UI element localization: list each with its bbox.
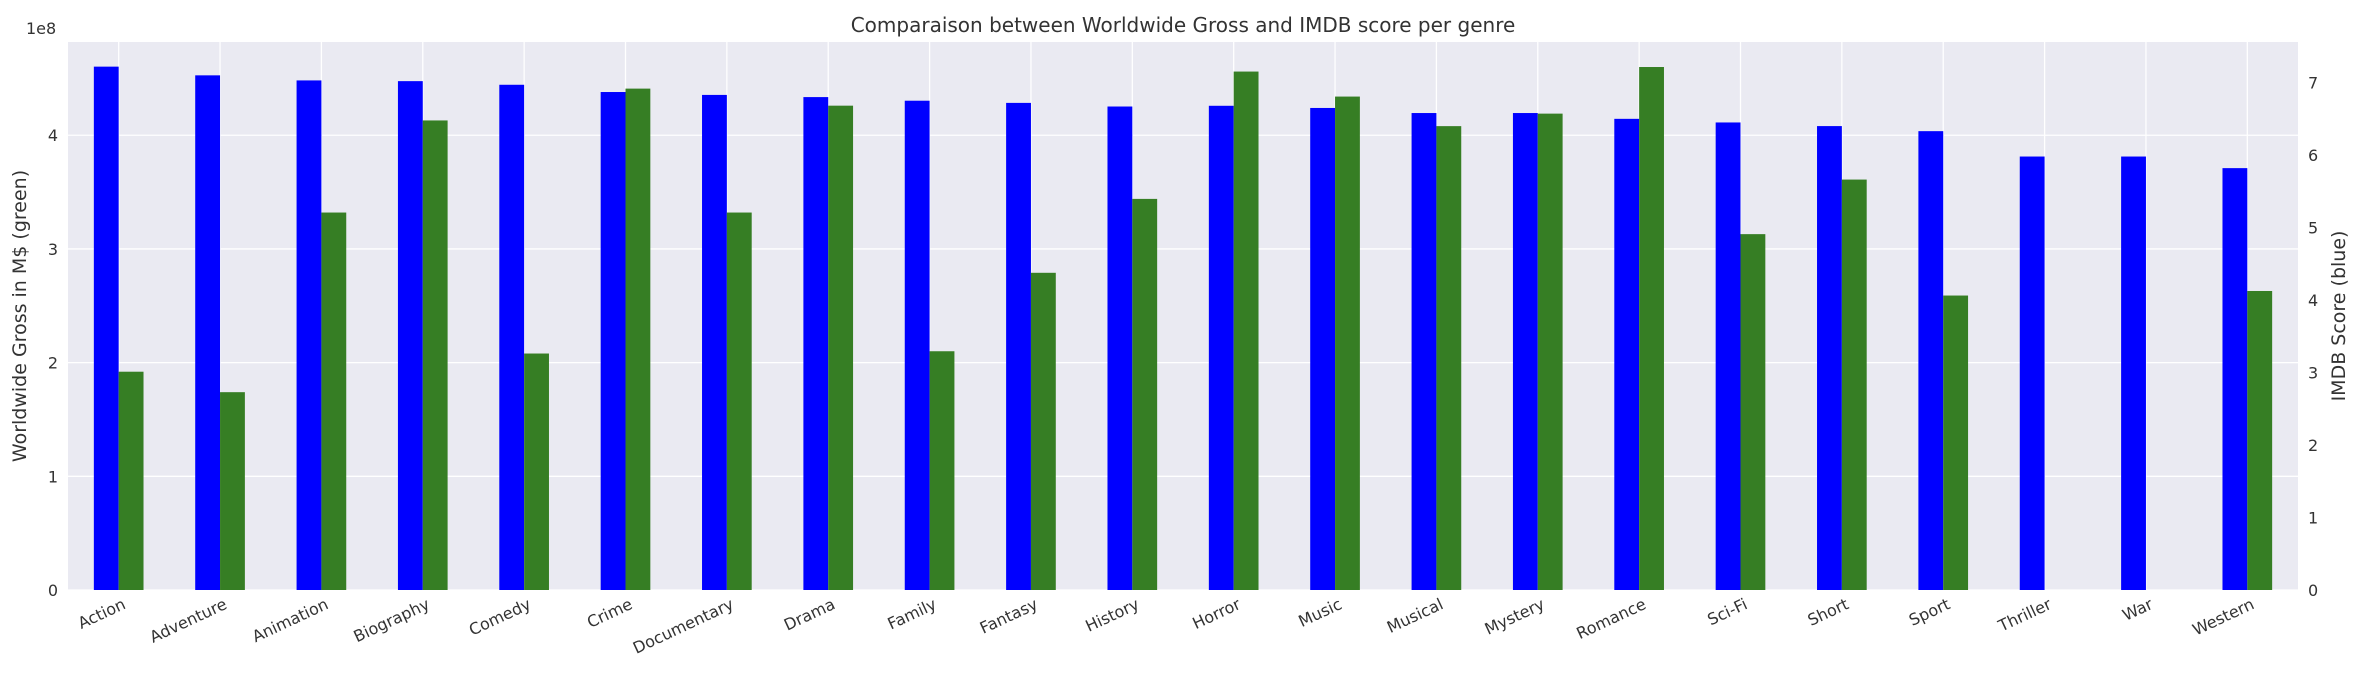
- x-tick-label: Animation: [249, 594, 331, 646]
- imdb-score-bar: [1817, 126, 1842, 590]
- gross-bar: [321, 212, 347, 590]
- x-tick-label: Music: [1295, 594, 1344, 630]
- left-axis-offset-label: 1e8: [26, 19, 56, 38]
- gross-bar: [828, 105, 854, 590]
- x-tick-label: Crime: [584, 594, 635, 631]
- imdb-score-bar: [2019, 156, 2045, 590]
- left-y-tick-labels: 0 1 2 3 4: [48, 126, 58, 600]
- left-y-tick-label: 0: [48, 581, 58, 600]
- gross-bar: [1639, 67, 1664, 590]
- imdb-score-bar: [2121, 156, 2146, 590]
- right-y-tick-labels: 0 1 2 3 4 5 6 7: [2308, 74, 2318, 600]
- x-tick-label: Romance: [1573, 594, 1648, 643]
- right-y-tick-label: 4: [2308, 291, 2318, 310]
- gross-bar: [1841, 179, 1867, 590]
- x-tick-label: Biography: [351, 594, 433, 646]
- imdb-score-bar: [1512, 113, 1538, 590]
- imdb-score-bar: [600, 92, 626, 591]
- x-tick-label: Short: [1805, 594, 1852, 629]
- gross-bar: [1030, 272, 1056, 590]
- left-axis-label: Worldwide Gross in M$ (green): [9, 170, 31, 462]
- imdb-score-bar: [1310, 107, 1336, 591]
- gross-bar: [726, 212, 752, 590]
- imdb-score-bar: [296, 80, 322, 590]
- x-tick-label: Western: [2190, 594, 2258, 639]
- imdb-score-bar: [1411, 113, 1437, 590]
- right-y-tick-label: 7: [2308, 74, 2318, 93]
- imdb-score-bar: [803, 97, 829, 590]
- gross-bar: [2247, 290, 2273, 590]
- left-y-tick-label: 3: [48, 240, 58, 259]
- x-tick-label: Musical: [1384, 594, 1446, 636]
- imdb-score-bar: [1614, 118, 1640, 591]
- x-tick-label: Fantasy: [977, 594, 1041, 637]
- imdb-score-bar: [397, 81, 423, 591]
- left-y-tick-label: 4: [48, 126, 58, 145]
- x-tick-label: History: [1082, 594, 1142, 635]
- imdb-score-bar: [1006, 102, 1031, 590]
- x-tick-label: Thriller: [1994, 594, 2054, 636]
- right-y-tick-label: 3: [2308, 364, 2318, 383]
- right-y-tick-label: 0: [2308, 581, 2318, 600]
- left-y-tick-label: 2: [48, 354, 58, 373]
- gross-bar: [220, 392, 245, 590]
- right-y-tick-label: 5: [2308, 219, 2318, 238]
- gross-bar: [1943, 295, 1969, 590]
- gross-bar: [524, 353, 549, 590]
- x-tick-label: War: [2119, 594, 2156, 625]
- gross-bar: [929, 351, 955, 590]
- right-y-tick-label: 2: [2308, 436, 2318, 455]
- x-tick-label: Adventure: [147, 594, 230, 646]
- imdb-score-bar: [1715, 122, 1741, 590]
- x-tick-label: Comedy: [466, 594, 534, 639]
- x-tick-label: Mystery: [1482, 594, 1548, 638]
- x-tick-label: Drama: [781, 594, 838, 634]
- gross-bar: [422, 120, 448, 591]
- right-axis-label: IMDB Score (blue): [2328, 231, 2350, 402]
- x-tick-labels: Action Adventure Animation Biography Comedy C…: [75, 594, 2257, 657]
- left-y-tick-label: 1: [48, 467, 58, 486]
- x-tick-label: Sci-Fi: [1704, 594, 1750, 629]
- x-tick-label: Documentary: [630, 594, 737, 657]
- right-y-tick-label: 1: [2308, 509, 2318, 528]
- imdb-score-bar: [904, 100, 930, 590]
- imdb-score-bar: [2222, 168, 2248, 590]
- imdb-score-bar: [1918, 131, 1944, 590]
- imdb-score-bar: [702, 94, 727, 590]
- gross-bar: [1335, 96, 1360, 590]
- bars: [93, 66, 2273, 591]
- gross-bar: [1436, 126, 1462, 590]
- chart-title: Comparaison between Worldwide Gross and …: [851, 13, 1516, 37]
- gross-bar: [1537, 113, 1563, 590]
- right-y-tick-label: 6: [2308, 146, 2318, 165]
- gross-bar: [1132, 198, 1158, 590]
- imdb-score-bar: [93, 66, 119, 590]
- gross-bar: [625, 88, 651, 590]
- imdb-score-bar: [1208, 105, 1234, 590]
- x-tick-label: Action: [75, 594, 128, 632]
- gross-bar: [1740, 234, 1766, 590]
- x-tick-label: Sport: [1906, 594, 1953, 629]
- gross-bar: [118, 371, 144, 590]
- gross-bar: [1233, 71, 1259, 590]
- x-tick-label: Family: [885, 594, 940, 633]
- imdb-score-bar: [195, 75, 221, 590]
- imdb-score-bar: [499, 84, 525, 590]
- x-tick-label: Horror: [1189, 594, 1243, 633]
- imdb-score-bar: [1107, 106, 1133, 590]
